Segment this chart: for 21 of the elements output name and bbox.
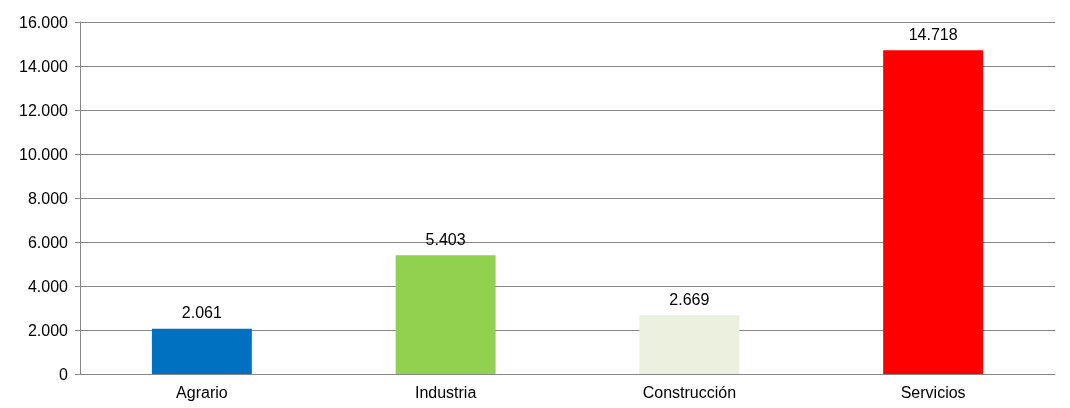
bar	[151, 328, 252, 374]
x-tick-label: Industria	[414, 383, 477, 401]
y-tick-label: 6.000	[27, 233, 69, 251]
y-tick-label: 2.000	[27, 321, 69, 339]
data-label: 14.718	[908, 25, 958, 43]
data-label: 5.403	[425, 230, 466, 248]
bar	[639, 315, 740, 374]
y-tick-label: 12.000	[19, 101, 69, 119]
y-tick-label: 16.000	[19, 13, 69, 31]
bar	[395, 255, 496, 374]
y-tick-label: 4.000	[27, 277, 69, 295]
y-tick-label: 14.000	[19, 57, 69, 75]
data-label: 2.669	[669, 290, 710, 308]
y-tick-label: 10.000	[19, 145, 69, 163]
bar	[883, 50, 984, 374]
y-tick-label: 0	[59, 365, 69, 383]
data-label: 2.061	[181, 304, 222, 322]
x-tick-label: Servicios	[900, 383, 966, 401]
x-tick-label: Construcción	[642, 383, 737, 401]
x-tick-label: Agrario	[176, 383, 228, 401]
y-tick-label: 8.000	[27, 189, 69, 207]
